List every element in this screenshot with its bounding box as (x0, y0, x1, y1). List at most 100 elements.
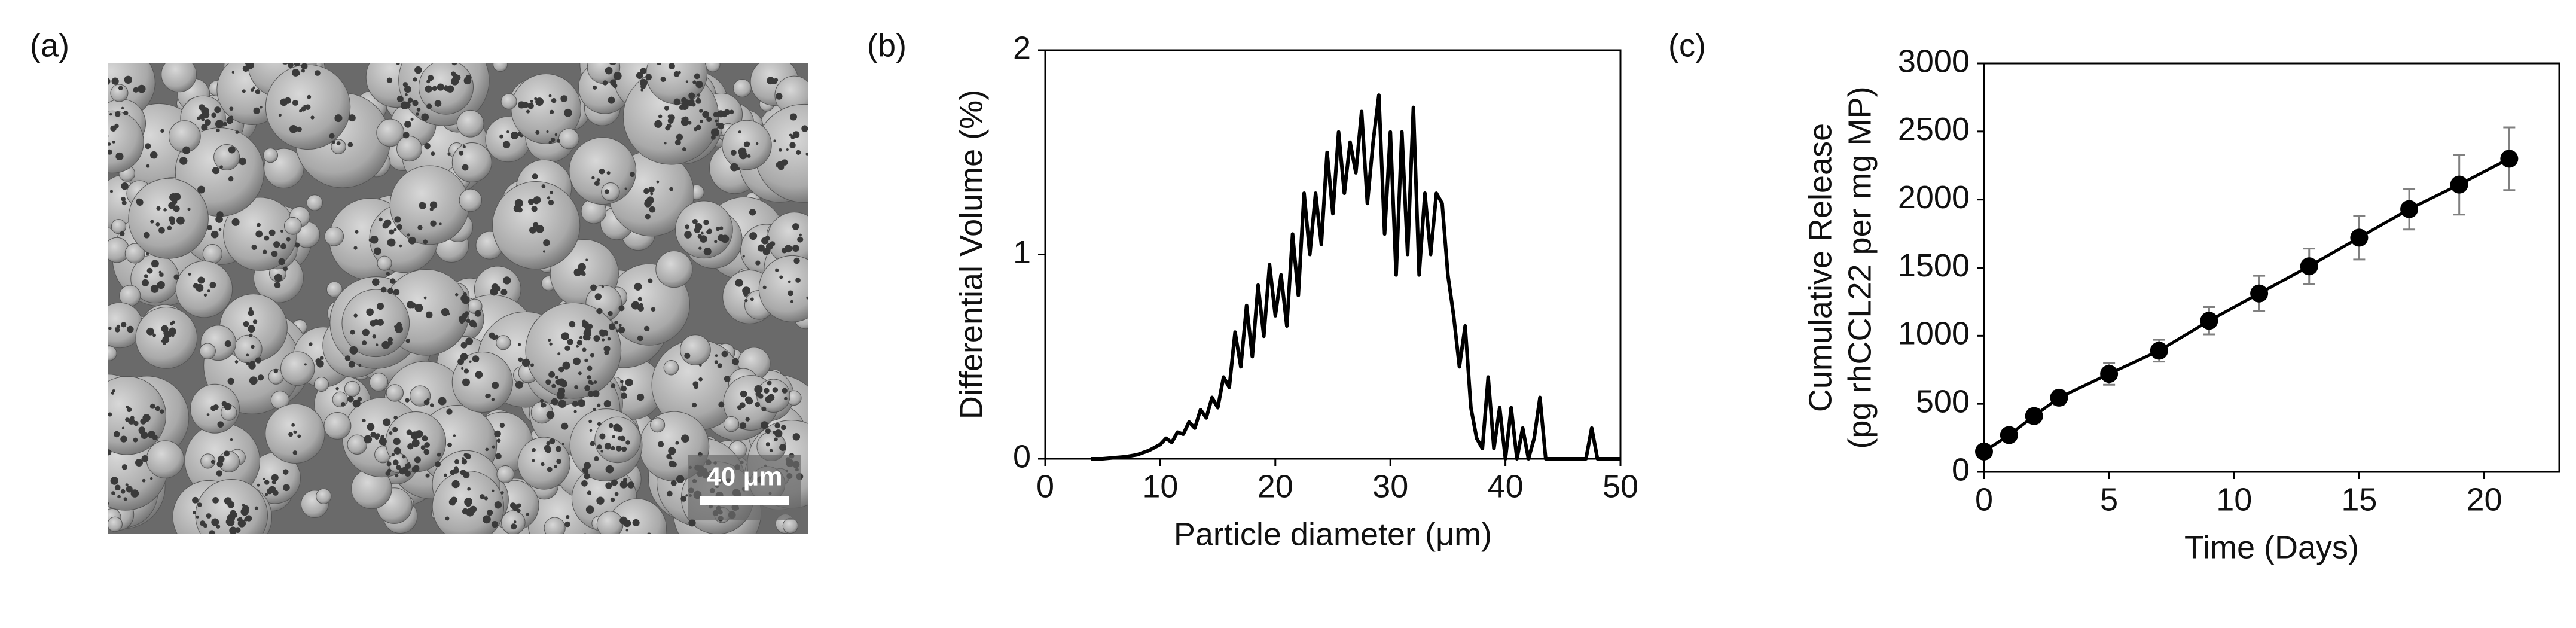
pore (352, 399, 361, 408)
pore (188, 273, 191, 276)
pore (499, 134, 504, 139)
pore (90, 487, 97, 495)
pore (637, 305, 644, 312)
pore (248, 362, 256, 370)
pore (114, 484, 121, 491)
pore (128, 417, 135, 425)
pore (608, 96, 615, 104)
plot-frame (1044, 49, 1622, 460)
x-axis-label: Time (Days) (2184, 529, 2359, 565)
pore (176, 216, 185, 225)
pore (143, 231, 150, 239)
plot-frame (1983, 62, 2560, 473)
pore (224, 403, 232, 411)
pore (304, 104, 311, 111)
pore (585, 258, 588, 261)
pore (548, 199, 554, 206)
particle (108, 516, 123, 532)
pore (387, 468, 392, 473)
particle (200, 453, 216, 469)
pore (409, 302, 416, 309)
pore (688, 92, 695, 99)
pore (157, 281, 165, 289)
pore (685, 80, 689, 83)
pore (278, 114, 282, 117)
pore (400, 101, 409, 109)
pore (108, 327, 112, 330)
pore (115, 152, 124, 161)
pore (246, 63, 254, 69)
pore (257, 374, 264, 381)
pore (301, 63, 308, 70)
pore (423, 449, 430, 455)
pore (603, 400, 611, 408)
pore (762, 285, 767, 289)
pore (772, 387, 779, 393)
pore (230, 438, 233, 441)
particle (596, 511, 624, 534)
pore (596, 307, 603, 315)
pore (211, 518, 219, 526)
pore (402, 82, 408, 87)
pore (209, 282, 216, 289)
pore (656, 180, 660, 184)
pore (714, 240, 718, 243)
pore (274, 282, 281, 289)
pore (393, 416, 398, 420)
pore (518, 101, 526, 109)
pore (382, 222, 389, 229)
pore (350, 330, 355, 335)
particle (782, 517, 799, 534)
pore (461, 367, 464, 370)
pore (593, 407, 596, 411)
pore (451, 77, 459, 86)
pore (732, 358, 739, 365)
pore (301, 69, 306, 73)
pore (255, 89, 261, 94)
pore (650, 192, 654, 196)
pore (293, 63, 301, 66)
pore (744, 298, 748, 303)
pore (292, 450, 298, 455)
pore (692, 218, 698, 225)
pore (718, 401, 725, 408)
pore (447, 152, 451, 156)
pore (510, 132, 518, 139)
pore (457, 358, 465, 365)
pore (206, 413, 210, 416)
pore (334, 114, 343, 123)
pore (224, 340, 231, 347)
pore (288, 63, 294, 68)
pore (123, 111, 129, 116)
pore (778, 148, 782, 152)
pore (150, 220, 154, 224)
pore (475, 371, 483, 379)
pore (765, 428, 771, 434)
pore (430, 220, 437, 227)
pore (775, 268, 779, 272)
pore (587, 375, 592, 380)
pore (495, 453, 502, 460)
pore (718, 234, 725, 242)
pore (513, 520, 517, 523)
particle (544, 517, 566, 534)
pore (392, 426, 398, 432)
pore (793, 257, 800, 264)
pore (580, 270, 585, 276)
pore (474, 310, 481, 317)
pore (379, 217, 383, 222)
pore (733, 166, 737, 170)
data-point (2050, 388, 2068, 407)
pore (448, 499, 456, 505)
pore (579, 336, 583, 339)
pore (366, 308, 374, 316)
y-axis-label: Differential Volume (%) (953, 90, 989, 419)
pore (637, 335, 643, 342)
pore (601, 285, 605, 288)
pore (199, 104, 205, 111)
pore (658, 114, 663, 118)
pore (558, 366, 564, 373)
y-tick-label: 0 (1952, 452, 1970, 487)
x-tick-label: 40 (1488, 468, 1524, 504)
pore (265, 493, 268, 496)
